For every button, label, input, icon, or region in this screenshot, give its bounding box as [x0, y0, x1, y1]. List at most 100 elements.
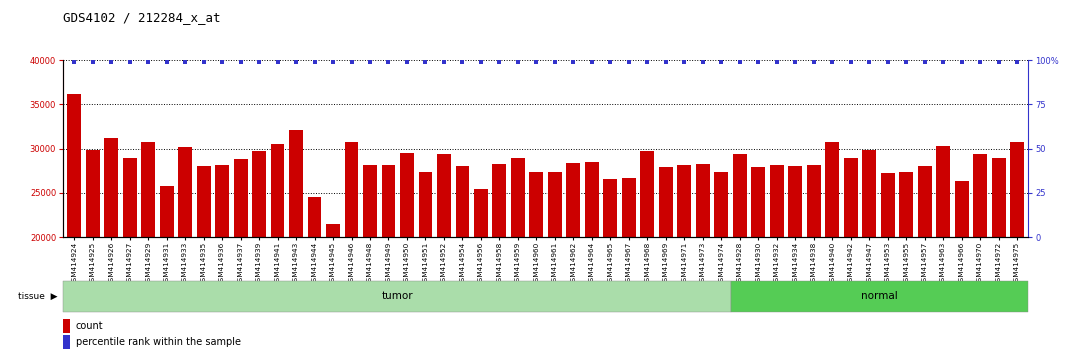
- Bar: [752, 167, 765, 237]
- Bar: [936, 146, 950, 237]
- Point: [768, 59, 786, 65]
- Point: [158, 59, 175, 65]
- Bar: [954, 181, 968, 237]
- Bar: [271, 144, 284, 237]
- Bar: [197, 166, 211, 237]
- Bar: [917, 166, 931, 237]
- Bar: [215, 165, 230, 237]
- Point: [750, 59, 767, 65]
- Bar: [622, 178, 635, 237]
- Bar: [474, 188, 487, 237]
- Point: [509, 59, 527, 65]
- Point: [380, 59, 397, 65]
- Bar: [160, 186, 174, 237]
- Bar: [252, 151, 265, 237]
- Point: [84, 59, 101, 65]
- Point: [620, 59, 638, 65]
- Bar: [585, 162, 598, 237]
- Point: [565, 59, 582, 65]
- Point: [676, 59, 693, 65]
- Point: [121, 59, 138, 65]
- Bar: [770, 165, 783, 237]
- Point: [602, 59, 619, 65]
- Bar: [345, 142, 358, 237]
- Bar: [530, 172, 543, 237]
- Bar: [289, 130, 302, 237]
- Bar: [733, 154, 746, 237]
- Bar: [308, 197, 321, 237]
- Point: [491, 59, 508, 65]
- Text: count: count: [76, 321, 103, 331]
- Point: [324, 59, 342, 65]
- Point: [953, 59, 970, 65]
- Bar: [899, 172, 913, 237]
- Bar: [844, 158, 857, 237]
- Point: [842, 59, 860, 65]
- Bar: [437, 154, 450, 237]
- Bar: [67, 94, 82, 237]
- Point: [787, 59, 804, 65]
- Text: percentile rank within the sample: percentile rank within the sample: [76, 337, 240, 347]
- Bar: [567, 163, 580, 237]
- Bar: [123, 158, 137, 237]
- Point: [824, 59, 841, 65]
- Bar: [382, 165, 395, 237]
- Point: [102, 59, 120, 65]
- Point: [176, 59, 194, 65]
- Point: [713, 59, 730, 65]
- Bar: [548, 172, 561, 237]
- Point: [805, 59, 823, 65]
- Point: [916, 59, 934, 65]
- Bar: [104, 138, 119, 237]
- Bar: [493, 164, 506, 237]
- Bar: [731, 281, 1028, 312]
- Bar: [1010, 142, 1024, 237]
- Bar: [511, 158, 524, 237]
- Point: [417, 59, 434, 65]
- Point: [435, 59, 453, 65]
- Point: [232, 59, 249, 65]
- Point: [1009, 59, 1026, 65]
- Bar: [715, 172, 728, 237]
- Bar: [178, 147, 193, 237]
- Point: [472, 59, 490, 65]
- Point: [287, 59, 305, 65]
- Bar: [63, 335, 70, 349]
- Bar: [659, 167, 672, 237]
- Point: [990, 59, 1007, 65]
- Point: [361, 59, 379, 65]
- Point: [454, 59, 471, 65]
- Point: [269, 59, 286, 65]
- Point: [972, 59, 989, 65]
- Point: [65, 59, 83, 65]
- Point: [250, 59, 268, 65]
- Point: [139, 59, 157, 65]
- Bar: [991, 158, 1005, 237]
- Point: [343, 59, 360, 65]
- Point: [213, 59, 231, 65]
- Bar: [604, 179, 617, 237]
- Text: tissue  ▶: tissue ▶: [18, 292, 58, 301]
- Bar: [234, 159, 247, 237]
- Point: [528, 59, 545, 65]
- Bar: [789, 166, 802, 237]
- Bar: [63, 319, 70, 333]
- Bar: [326, 224, 339, 237]
- Point: [546, 59, 564, 65]
- Bar: [641, 151, 654, 237]
- Point: [731, 59, 749, 65]
- Point: [195, 59, 212, 65]
- Bar: [456, 166, 469, 237]
- Point: [639, 59, 656, 65]
- Text: normal: normal: [862, 291, 898, 302]
- Bar: [63, 281, 731, 312]
- Bar: [363, 165, 376, 237]
- Point: [861, 59, 878, 65]
- Point: [657, 59, 675, 65]
- Text: GDS4102 / 212284_x_at: GDS4102 / 212284_x_at: [63, 11, 221, 24]
- Point: [694, 59, 712, 65]
- Point: [898, 59, 915, 65]
- Point: [879, 59, 897, 65]
- Bar: [86, 150, 100, 237]
- Bar: [678, 165, 691, 237]
